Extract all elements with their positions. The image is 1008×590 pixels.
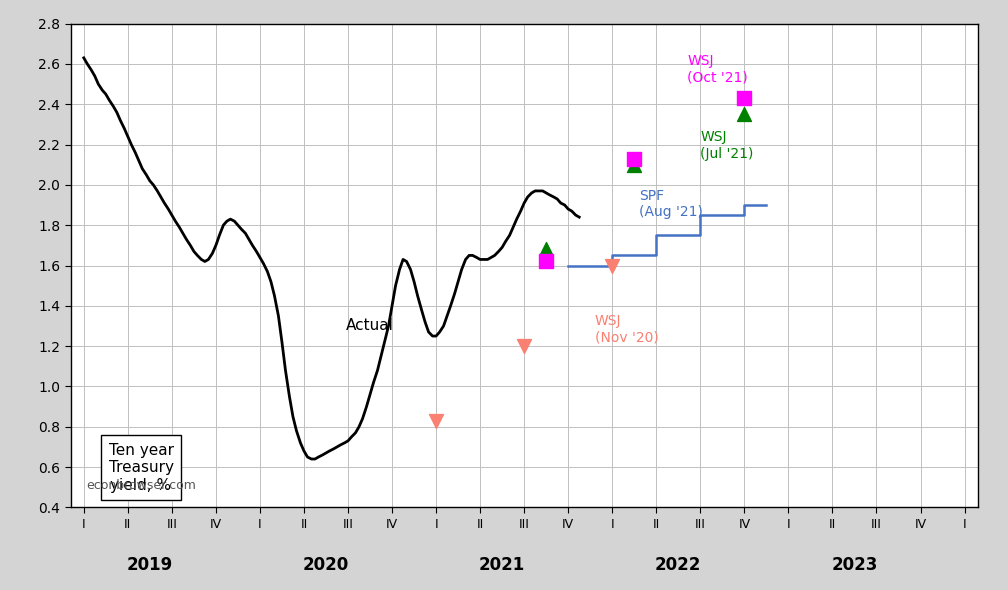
Point xyxy=(428,416,445,425)
Point xyxy=(736,110,752,119)
Point xyxy=(516,342,532,351)
Text: 2022: 2022 xyxy=(655,556,702,574)
Point xyxy=(538,257,554,266)
Text: Actual: Actual xyxy=(346,318,394,333)
Point xyxy=(604,261,620,270)
Text: econbrowser.com: econbrowser.com xyxy=(86,479,196,492)
Point xyxy=(626,154,642,163)
Point xyxy=(538,245,554,254)
Text: WSJ
(Oct '21): WSJ (Oct '21) xyxy=(687,54,748,84)
Text: SPF
(Aug '21): SPF (Aug '21) xyxy=(639,189,703,219)
Text: 2019: 2019 xyxy=(127,556,173,574)
Text: Ten year
Treasury
yield, %: Ten year Treasury yield, % xyxy=(109,443,173,493)
Text: WSJ
(Nov '20): WSJ (Nov '20) xyxy=(595,314,658,344)
Text: WSJ
(Jul '21): WSJ (Jul '21) xyxy=(701,130,754,160)
Text: 2021: 2021 xyxy=(479,556,525,574)
Text: 2023: 2023 xyxy=(832,556,878,574)
Point xyxy=(736,93,752,103)
Point xyxy=(626,160,642,169)
Text: 2020: 2020 xyxy=(302,556,349,574)
